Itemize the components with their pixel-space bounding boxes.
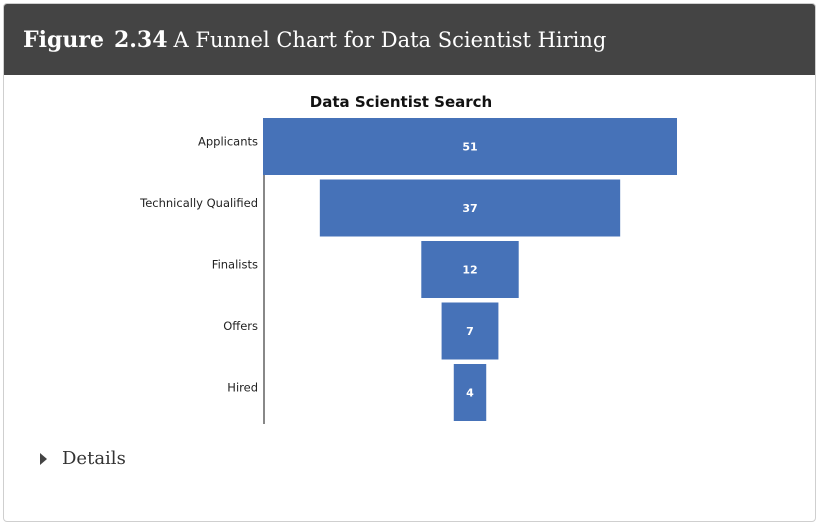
category-label-offers: Offers (223, 319, 258, 333)
figure-caption: A Funnel Chart for Data Scientist Hiring (173, 27, 607, 52)
funnel-chart-area: Data Scientist Search 51 Applicants 37 Tech… (4, 75, 815, 435)
funnel-bar-applicants (263, 118, 677, 175)
figure-number: 2.34 (113, 26, 168, 53)
category-label-finalists: Finalists (212, 258, 258, 272)
data-label-applicants: 51 (462, 141, 477, 154)
data-label-finalists: 12 (462, 264, 477, 277)
funnel-bar-offers (441, 302, 499, 360)
chart-title: Data Scientist Search (310, 93, 492, 111)
details-label: Details (62, 448, 126, 469)
figure-header: Figure 2.34 A Funnel Chart for Data Scie… (4, 4, 815, 75)
funnel-chart: Data Scientist Search 51 Applicants 37 Tech… (139, 93, 677, 424)
triangle-right-icon (40, 452, 47, 465)
details-toggle[interactable]: Details (40, 448, 126, 469)
data-label-technically-qualified: 37 (462, 202, 477, 215)
data-label-hired: 4 (466, 387, 474, 400)
figure-card: Figure 2.34 A Funnel Chart for Data Scie… (3, 3, 816, 522)
funnel-bar-technically-qualified (319, 179, 621, 237)
category-label-hired: Hired (227, 381, 258, 395)
funnel-bars: 51 Applicants 37 Technically Qualified 12 Fin… (139, 118, 677, 421)
funnel-bar-finalists (421, 241, 519, 298)
figure-label: Figure (23, 26, 104, 53)
category-label-technically-qualified: Technically Qualified (139, 196, 258, 210)
category-label-applicants: Applicants (198, 135, 258, 149)
funnel-bar-hired (453, 364, 487, 421)
data-label-offers: 7 (466, 325, 474, 338)
